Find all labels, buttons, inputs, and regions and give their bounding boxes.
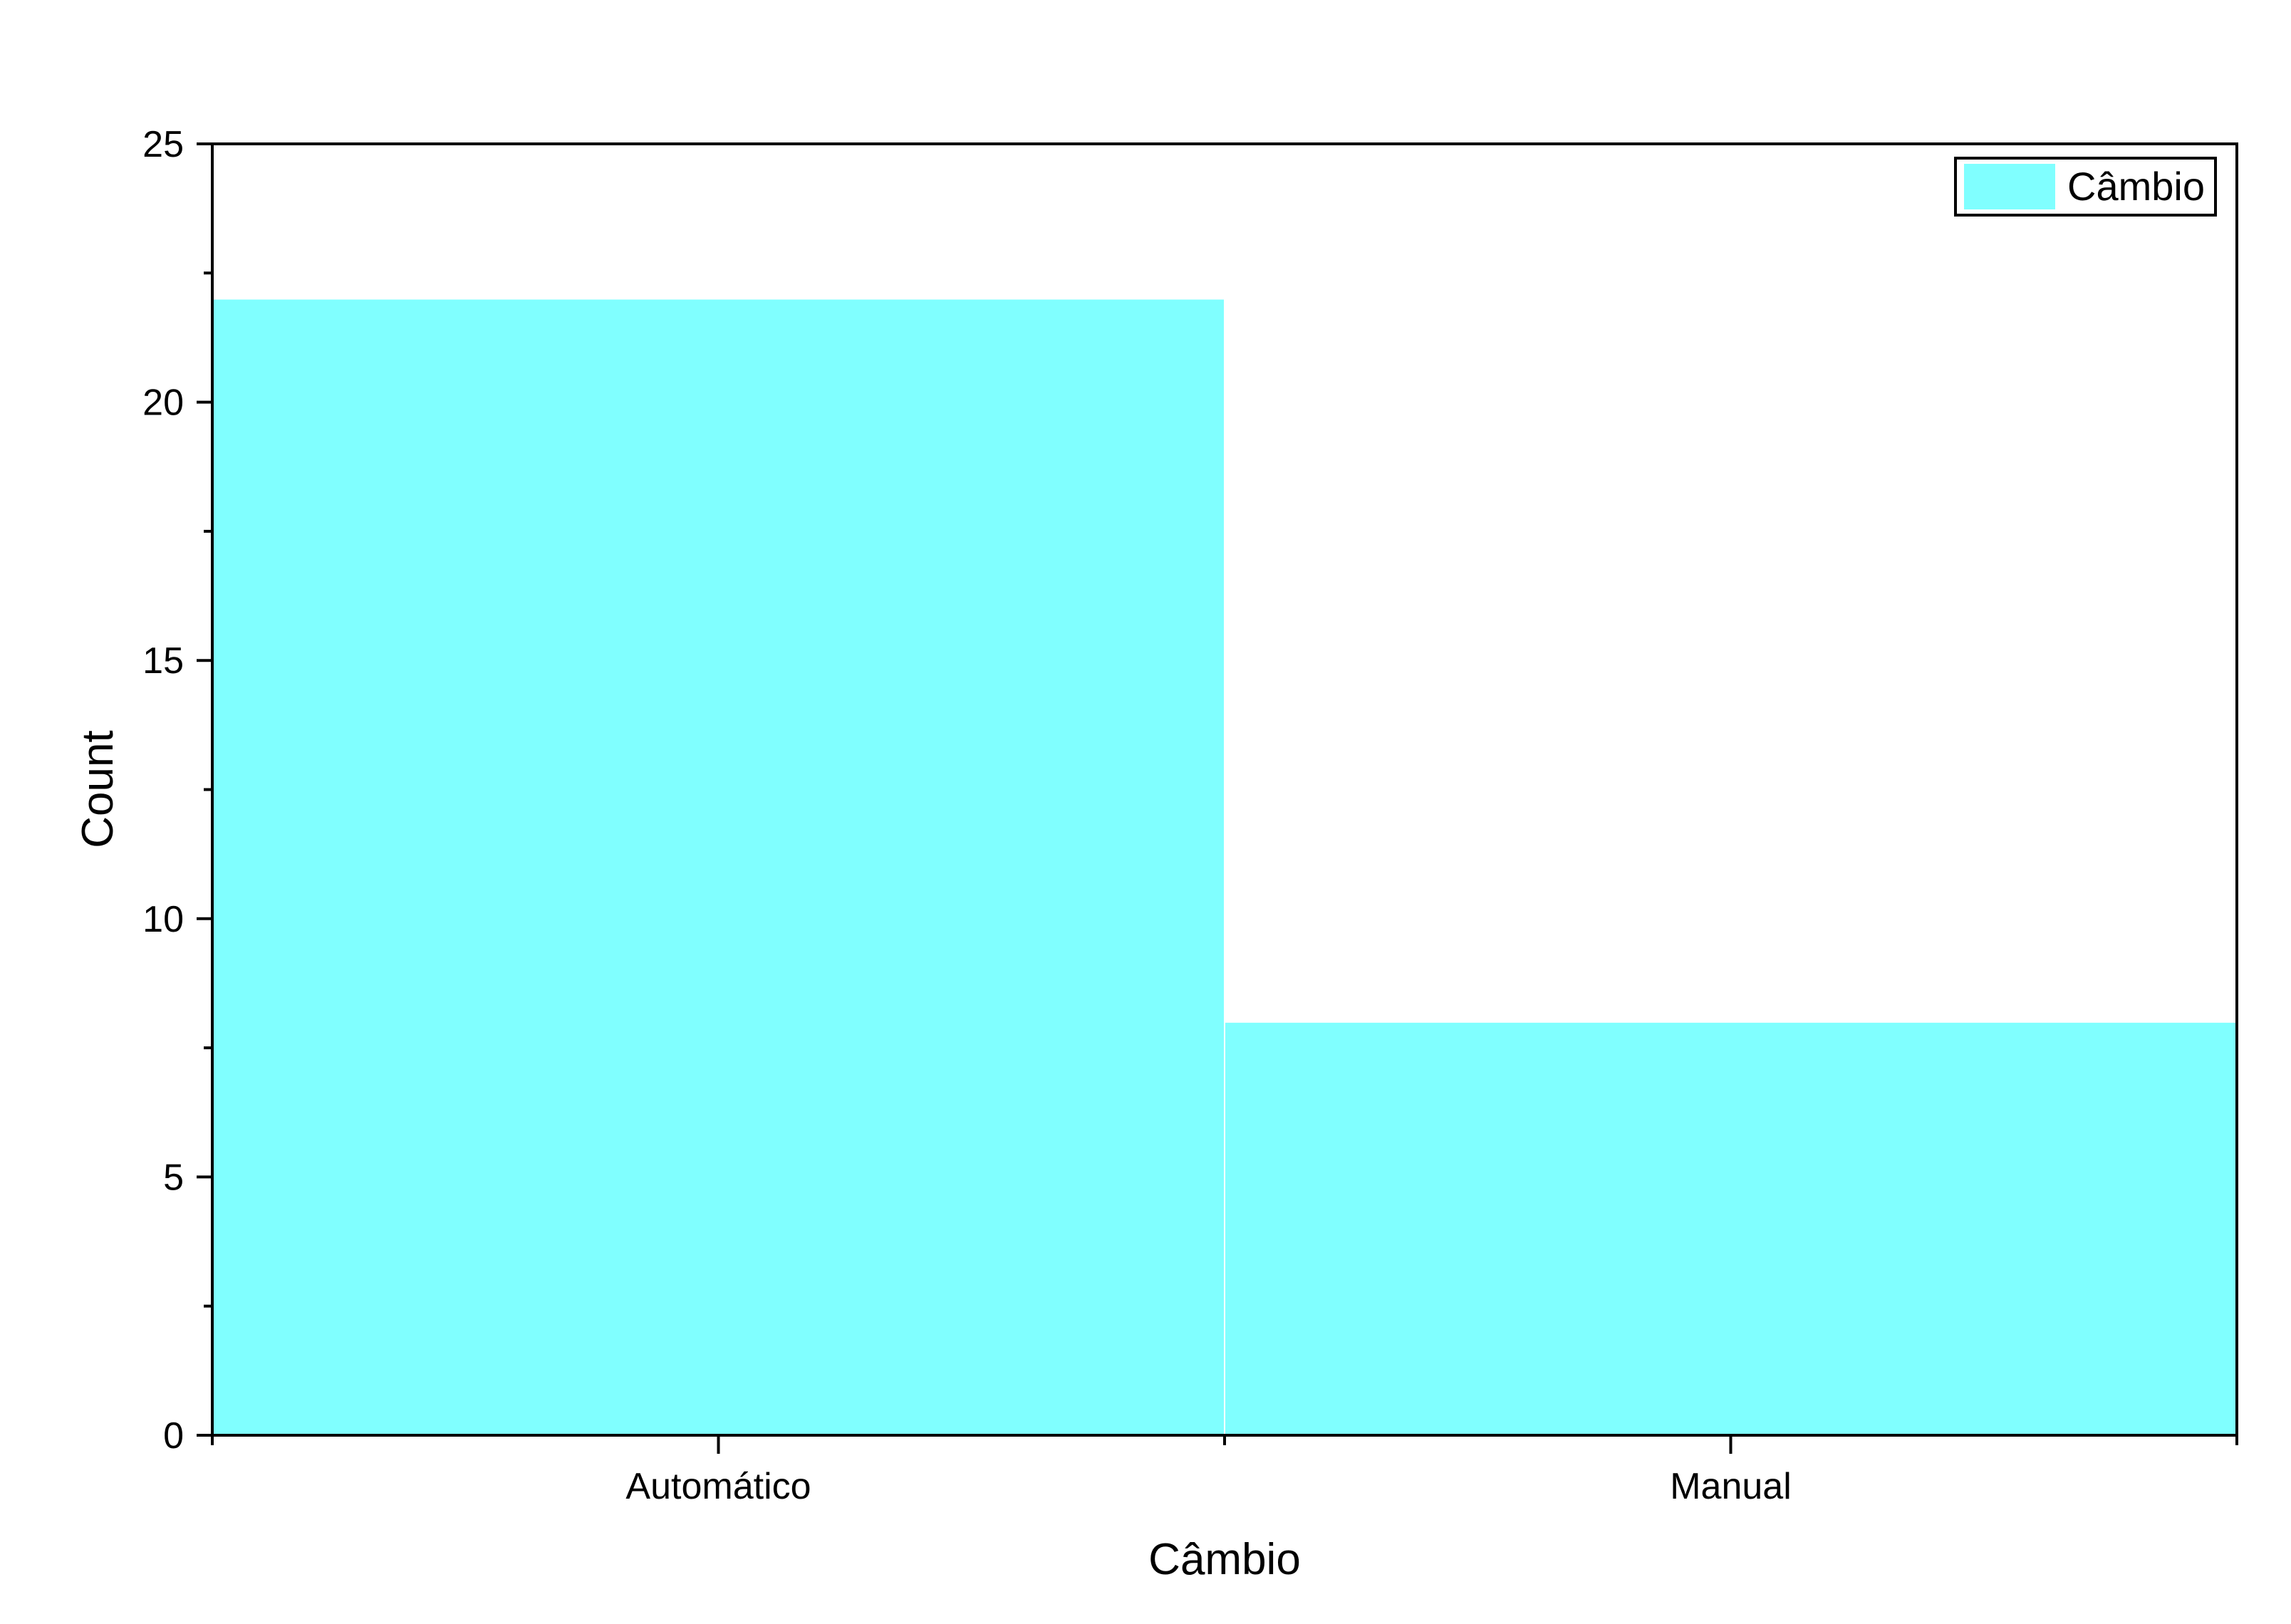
y-axis: 0 5 10 15 20 25 [142,124,212,1457]
bar-automatico [212,298,1225,1436]
legend-swatch [1964,164,2055,209]
y-axis-title: Count [73,730,123,848]
bars-layer [212,298,2238,1436]
bar-manual [1224,1021,2238,1436]
x-tick-label: Manual [1670,1466,1792,1507]
x-axis-title: Câmbio [1148,1535,1301,1584]
y-tick-label: 0 [163,1415,184,1457]
y-tick-label: 5 [163,1157,184,1198]
y-tick-label: 20 [142,382,184,424]
x-tick-label: Automático [625,1466,811,1507]
y-tick-label: 15 [142,640,184,682]
legend-label: Câmbio [2067,164,2205,209]
y-tick-label: 10 [142,899,184,940]
x-axis: Automático Manual [211,1435,2238,1507]
legend: Câmbio [1954,157,2217,217]
y-tick-label: 25 [142,124,184,165]
